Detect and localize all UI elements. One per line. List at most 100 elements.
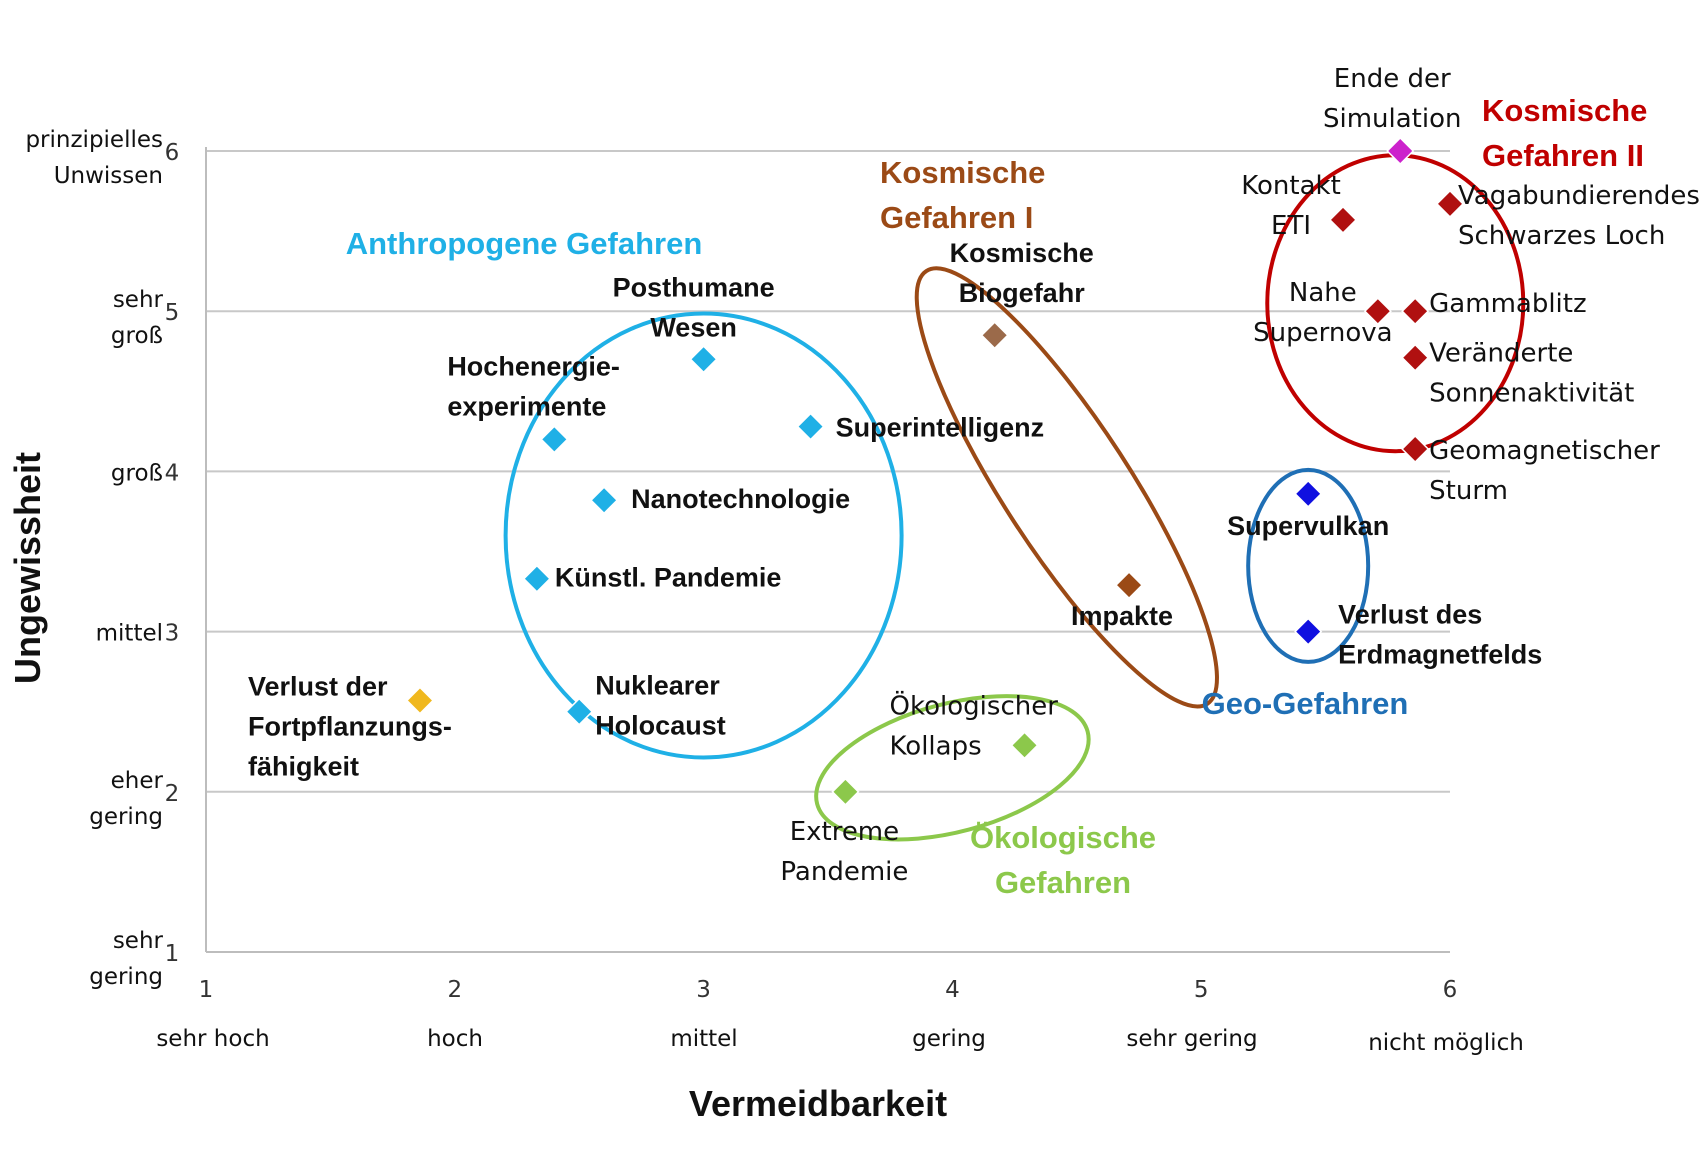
point-label: Kosmische Biogefahr <box>950 238 1094 308</box>
data-point-marker <box>1294 617 1323 646</box>
point-label-line: Kollaps <box>890 731 982 761</box>
data-point-marker <box>1386 136 1415 166</box>
point-label-line: Veränderte <box>1429 339 1573 369</box>
point-label-line: Verlust der <box>248 671 388 701</box>
point-label-line: Ökologischer <box>890 689 1059 721</box>
group-title-line: Anthropogene Gefahren <box>346 226 703 261</box>
point-label-line: Pandemie <box>780 857 908 887</box>
y-tick-label: 5 <box>165 300 180 326</box>
point-label: Posthumane Wesen <box>613 272 775 342</box>
y-category-label: eher gering <box>89 768 163 830</box>
point-label-line: Nahe <box>1289 278 1357 308</box>
group-title: Ökologische Gefahren <box>970 820 1156 900</box>
data-point-marker <box>980 321 1009 350</box>
point-label-line: Posthumane <box>613 272 775 302</box>
data-point-marker <box>1401 297 1430 326</box>
point-label-line: Holocaust <box>595 711 726 741</box>
point-label: Geomagnetischer Sturm <box>1429 436 1660 506</box>
data-point-marker <box>796 412 825 441</box>
x-tick-label: 2 <box>447 977 462 1003</box>
point-label-line: Superintelligenz <box>836 413 1045 443</box>
data-point-marker <box>1010 731 1039 760</box>
point-label-line: Vagabundierendes <box>1458 181 1700 211</box>
point-label: Nanotechnologie <box>631 484 850 514</box>
y-category-label-line: sehr <box>113 928 164 954</box>
point-label-line: Wesen <box>650 312 737 342</box>
point-label-line: Gammablitz <box>1429 289 1586 319</box>
x-category-label: mittel <box>670 1026 737 1052</box>
data-point-marker <box>1294 479 1323 508</box>
point-label-line: Nanotechnologie <box>631 484 850 514</box>
data-point-marker <box>540 425 569 454</box>
y-axis-title: Ungewissheit <box>7 452 48 684</box>
x-tick-label: 1 <box>199 977 214 1003</box>
group-title-line: Gefahren II <box>1482 138 1644 173</box>
x-category-label: gering <box>912 1026 986 1052</box>
y-category-label-line: Unwissen <box>54 163 163 189</box>
y-tick-label: 1 <box>165 941 180 967</box>
group-ellipse <box>503 311 904 760</box>
point-label: Verlust der Fortpflanzungs-fähigkeit <box>248 671 452 781</box>
group-ellipse <box>914 266 1219 709</box>
point-label: Gammablitz <box>1429 289 1586 319</box>
data-point-marker <box>831 777 860 806</box>
point-label: Ökologischer Kollaps <box>890 689 1059 761</box>
point-label: Ende der Simulation <box>1323 64 1462 134</box>
point-label-line: ETI <box>1271 211 1311 241</box>
y-tick-label: 2 <box>165 781 180 807</box>
grid-lines <box>206 150 1450 793</box>
group-title-line: Kosmische <box>1482 93 1647 128</box>
y-category-label-line: prinzipielles <box>25 127 163 153</box>
point-label-line: Ende der <box>1334 64 1451 94</box>
y-category-label: mittel <box>96 621 163 647</box>
point-labels: Posthumane Wesen Hochenergie-experimente Su… <box>248 64 1700 887</box>
point-label-line: Nuklearer <box>595 671 720 701</box>
x-category-label: sehr gering <box>1126 1026 1257 1052</box>
data-point-marker <box>565 697 594 726</box>
group-ellipse <box>1246 467 1371 664</box>
point-label: Veränderte Sonnenaktivität <box>1429 339 1634 409</box>
x-tick-label: 4 <box>945 977 960 1003</box>
group-title-line: Gefahren <box>995 865 1131 900</box>
data-point-marker <box>689 345 718 374</box>
point-label-line: Supernova <box>1253 318 1392 348</box>
x-category-label: nicht möglich <box>1368 1030 1524 1056</box>
point-label-line: Verlust des <box>1338 600 1482 630</box>
data-point-marker <box>590 486 619 515</box>
y-category-label-line: gering <box>89 964 163 990</box>
point-label-line: Impakte <box>1071 601 1173 631</box>
point-label: Künstl. Pandemie <box>555 563 782 593</box>
y-category-label: prinzipielles Unwissen <box>25 127 163 189</box>
point-label-line: fähigkeit <box>248 751 359 781</box>
data-point-marker <box>1328 205 1358 234</box>
x-tick-label: 3 <box>696 977 711 1003</box>
y-category-label-line: mittel <box>96 621 163 647</box>
group-title-line: Kosmische <box>880 155 1045 190</box>
point-label: Kontakt ETI <box>1241 171 1341 241</box>
y-category-label-line: eher <box>111 768 164 794</box>
point-label: Vagabundierendes Schwarzes Loch <box>1458 181 1700 251</box>
group-title-line: Ökologische <box>970 820 1156 855</box>
point-label-line: Extreme <box>790 817 899 847</box>
group-ellipse <box>814 694 1091 842</box>
point-label-line: Supervulkan <box>1227 511 1389 541</box>
point-label-line: Erdmagnetfelds <box>1338 640 1542 670</box>
point-label: Nuklearer Holocaust <box>595 671 726 741</box>
point-label-line: Fortpflanzungs- <box>248 711 452 741</box>
group-title: Kosmische Gefahren I <box>880 155 1045 235</box>
group-title-line: Gefahren I <box>880 200 1033 235</box>
y-category-label: groß <box>111 460 163 486</box>
point-label-line: Kontakt <box>1241 171 1341 201</box>
data-point-marker <box>1363 297 1392 326</box>
point-label-line: Kosmische <box>950 238 1094 268</box>
x-tick-label: 6 <box>1443 977 1458 1003</box>
data-point-marker <box>1435 189 1465 218</box>
data-point-marker <box>1401 343 1430 372</box>
y-tick-label: 6 <box>165 140 180 166</box>
data-points <box>405 136 1465 806</box>
y-category-label-line: groß <box>111 460 163 486</box>
y-category-label: sehr gering <box>89 928 163 990</box>
